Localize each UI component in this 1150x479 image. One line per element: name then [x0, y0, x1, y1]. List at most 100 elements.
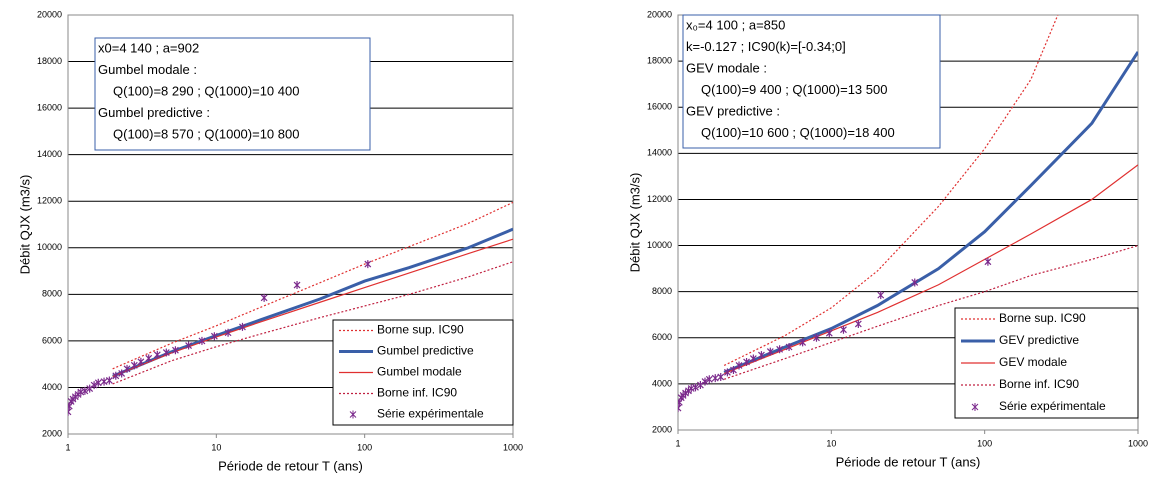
legend-label: Série expérimentale	[999, 399, 1106, 413]
annotation-text: Q(100)=8 570 ; Q(1000)=10 800	[113, 126, 299, 141]
data-point	[701, 377, 709, 386]
data-point	[224, 328, 232, 337]
x-tick-label: 1000	[1128, 438, 1148, 448]
y-tick-label: 8000	[42, 289, 62, 299]
y-tick-label: 18000	[647, 55, 672, 65]
legend-label: Série expérimentale	[377, 407, 484, 421]
plot-area	[678, 15, 1138, 413]
y-tick-label: 10000	[647, 240, 672, 250]
x-axis-label: Période de retour T (ans)	[218, 458, 363, 473]
series-line	[112, 261, 513, 385]
data-point	[813, 333, 820, 342]
x-tick-label: 100	[357, 442, 372, 452]
data-point	[785, 343, 793, 351]
legend-label: Borne inf. IC90	[999, 377, 1079, 391]
legend-label: GEV modale	[999, 355, 1067, 369]
data-point	[145, 354, 153, 363]
legend-marker	[971, 403, 979, 411]
data-point	[137, 357, 145, 366]
y-tick-label: 20000	[37, 9, 62, 19]
legend-label: GEV predictive	[999, 333, 1079, 347]
x-tick-label: 10	[211, 442, 221, 452]
chart: 2000 4000 6000 8000 10000 12000 14000 16000 1800…	[627, 9, 1148, 469]
data-point	[984, 257, 992, 266]
chart: 2000 4000 6000 8000 10000 12000 14000 16000 1800…	[17, 9, 523, 473]
data-point	[687, 384, 695, 393]
data-point	[678, 404, 682, 413]
y-tick-label: 4000	[42, 382, 62, 392]
series-line	[723, 244, 1138, 380]
data-point	[94, 378, 102, 387]
data-point	[239, 322, 246, 331]
data-point	[260, 293, 268, 302]
annotation-text: k=-0.127 ; IC90(k)=[-0.34;0]	[686, 39, 846, 54]
y-axis-label: Débit QJX (m3/s)	[17, 175, 32, 275]
annotation-text: Q(100)=9 400 ; Q(1000)=13 500	[701, 82, 887, 97]
legend-marker	[349, 410, 357, 419]
data-point	[172, 346, 179, 355]
annotation-text: Gumbel predictive :	[98, 105, 210, 120]
data-point	[210, 332, 218, 341]
x-tick-label: 100	[977, 438, 992, 448]
annotation-text: Gumbel modale :	[98, 62, 197, 77]
x-axis-label: Période de retour T (ans)	[836, 454, 981, 469]
plot-area	[68, 201, 513, 416]
annotation-text: GEV modale :	[686, 60, 767, 75]
annotation-box	[94, 37, 371, 151]
legend-label: Borne sup. IC90	[377, 323, 464, 337]
y-tick-label: 16000	[647, 102, 672, 112]
annotation-box	[682, 14, 941, 149]
data-point	[730, 366, 737, 375]
data-point	[118, 369, 126, 378]
data-point	[123, 364, 131, 373]
y-tick-label: 2000	[652, 424, 672, 434]
y-tick-label: 12000	[647, 194, 672, 204]
annotation-text: Q(100)=8 290 ; Q(1000)=10 400	[113, 83, 299, 98]
data-point	[799, 338, 807, 347]
data-point	[130, 361, 138, 370]
series-line	[112, 201, 513, 370]
data-point	[90, 381, 98, 390]
series-line	[112, 227, 513, 378]
data-point	[854, 319, 862, 328]
data-point	[757, 351, 765, 360]
y-tick-label: 12000	[37, 196, 62, 206]
y-tick-label: 14000	[37, 149, 62, 159]
data-point	[153, 350, 161, 359]
plot-frame	[67, 14, 514, 435]
x-tick-label: 1000	[503, 442, 523, 452]
y-tick-label: 20000	[647, 9, 672, 19]
y-tick-label: 18000	[37, 56, 62, 66]
data-point	[100, 377, 108, 386]
data-point	[198, 336, 206, 345]
y-tick-label: 14000	[647, 148, 672, 158]
y-tick-label: 10000	[37, 242, 62, 252]
data-point	[162, 348, 170, 357]
y-tick-label: 4000	[652, 378, 672, 388]
data-point	[735, 361, 743, 370]
annotation-text: Q(100)=10 600 ; Q(1000)=18 400	[701, 125, 895, 140]
annotation-text: x₀=4 100 ; a=850	[686, 17, 785, 32]
annotation-text: x0=4 140 ; a=902	[98, 40, 199, 55]
data-point	[743, 357, 750, 366]
data-point	[877, 291, 885, 300]
data-point	[77, 388, 85, 397]
data-point	[81, 386, 89, 395]
data-point	[766, 347, 774, 356]
data-point	[705, 375, 713, 384]
data-point	[749, 354, 757, 363]
data-point	[293, 281, 301, 290]
data-point	[825, 329, 833, 338]
data-point	[696, 381, 704, 390]
y-axis-label: Débit QJX (m3/s)	[627, 173, 642, 273]
x-tick-label: 1	[675, 438, 680, 448]
data-point	[692, 383, 699, 392]
data-point	[711, 374, 719, 383]
data-point	[364, 260, 372, 269]
y-tick-label: 2000	[42, 428, 62, 438]
y-tick-label: 6000	[42, 335, 62, 345]
series-line	[723, 164, 1138, 375]
data-point	[112, 371, 120, 380]
data-point	[776, 345, 784, 354]
